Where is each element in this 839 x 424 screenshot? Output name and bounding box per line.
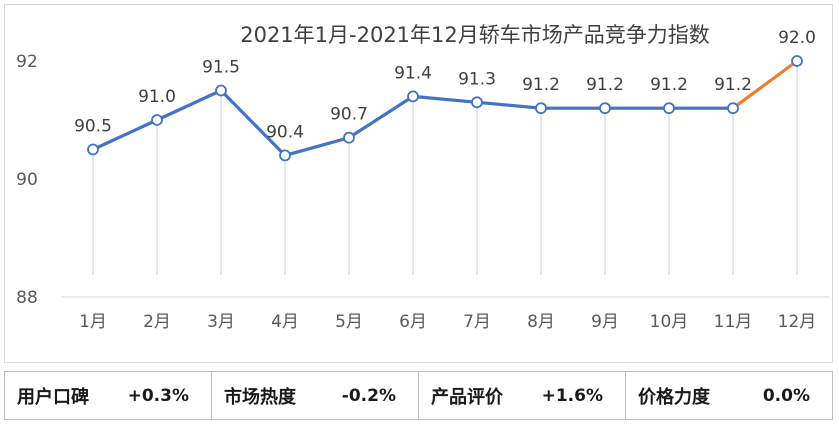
data-label: 91.3	[458, 69, 496, 89]
metric-user-reputation: 用户口碑 +0.3%	[5, 372, 212, 419]
data-label: 91.5	[202, 58, 240, 78]
x-tick-label: 11月	[714, 312, 753, 332]
data-point	[343, 131, 355, 144]
metric-value: +1.6%	[541, 385, 603, 406]
data-point	[151, 114, 163, 126]
x-tick-label: 5月	[335, 312, 363, 332]
metric-value: 0.0%	[762, 385, 810, 406]
data-label: 91.2	[650, 75, 688, 95]
data-point	[535, 102, 547, 115]
data-point	[599, 102, 611, 115]
y-tick-label: 92	[16, 52, 38, 72]
data-point	[727, 102, 739, 115]
x-tick-label: 8月	[527, 312, 555, 332]
metric-label: 用户口碑	[17, 386, 89, 408]
x-tick-label: 2月	[143, 312, 171, 332]
metric-market-heat: 市场热度 -0.2%	[212, 372, 419, 419]
chart-frame: 2021年1月-2021年12月轿车市场产品竞争力指数 1月 2月 3月 4月 5月 6月…	[4, 4, 833, 363]
metric-product-review: 产品评价 +1.6%	[419, 372, 626, 419]
series-line-last-segment	[731, 59, 799, 110]
x-tick-label: 10月	[650, 312, 689, 332]
x-tick-label: 12月	[778, 312, 817, 332]
data-point	[87, 143, 99, 156]
data-point	[215, 84, 227, 97]
data-label: 91.2	[522, 75, 560, 95]
chart-title: 2021年1月-2021年12月轿车市场产品竞争力指数	[240, 23, 710, 47]
data-label: 92.0	[778, 28, 816, 48]
y-tick-label: 88	[16, 288, 38, 308]
data-label: 91.4	[394, 63, 432, 83]
data-label: 91.0	[138, 87, 176, 107]
metric-label: 产品评价	[431, 386, 503, 408]
data-label: 91.2	[586, 75, 624, 95]
metric-price-strength: 价格力度 0.0%	[626, 372, 832, 419]
data-point	[279, 149, 291, 162]
metrics-bar: 用户口碑 +0.3% 市场热度 -0.2% 产品评价 +1.6% 价格力度 0.…	[4, 371, 833, 420]
x-tick-label: 9月	[591, 312, 619, 332]
x-tick-label: 1月	[79, 312, 107, 332]
y-tick-label: 90	[16, 170, 38, 190]
x-tick-label: 4月	[271, 312, 299, 332]
x-tick-label: 6月	[399, 312, 427, 332]
line-chart: 2021年1月-2021年12月轿车市场产品竞争力指数 1月 2月 3月 4月 5月 6月…	[16, 23, 829, 332]
metric-value: +0.3%	[127, 385, 189, 406]
data-point	[407, 90, 419, 103]
x-tick-label: 7月	[463, 312, 491, 332]
data-point	[663, 102, 675, 115]
data-point	[791, 55, 803, 67]
metric-value: -0.2%	[341, 385, 396, 406]
data-point	[471, 96, 483, 109]
data-label: 90.5	[74, 117, 112, 137]
data-label: 91.2	[714, 75, 752, 95]
data-label: 90.7	[330, 105, 368, 125]
data-label: 90.4	[266, 122, 304, 142]
x-tick-label: 3月	[207, 312, 235, 332]
metric-label: 市场热度	[224, 386, 296, 408]
metric-label: 价格力度	[638, 386, 710, 408]
